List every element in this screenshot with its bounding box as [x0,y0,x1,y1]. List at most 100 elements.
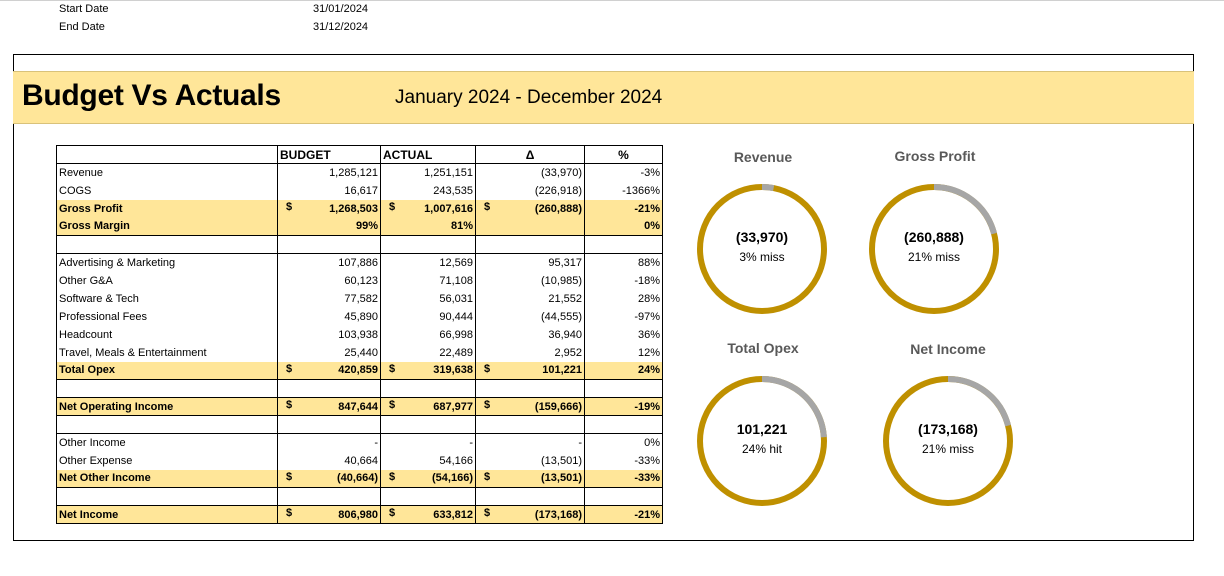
cell-actual[interactable]: $319,638 [380,361,476,380]
cell-actual[interactable]: $687,977 [380,397,476,416]
cell-label[interactable]: Travel, Meals & Entertainment [56,343,278,362]
cell-label[interactable]: Other Income [56,433,278,452]
cell-label[interactable]: Other Expense [56,451,278,470]
cell-budget[interactable]: 77,582 [277,289,381,308]
cell-pct[interactable]: -21% [584,199,663,218]
cell-actual[interactable]: 54,166 [380,451,476,470]
cell-delta[interactable]: $ (173,168) [475,505,585,524]
cell-actual[interactable]: $1,007,616 [380,199,476,218]
kpi-donut-ring[interactable] [695,182,829,316]
kpi-donut-ring[interactable] [881,374,1015,508]
cell-delta[interactable]: 36,940 [475,325,585,344]
cell-label[interactable]: Software & Tech [56,289,278,308]
empty-cell [475,487,585,506]
cell-actual[interactable]: 66,998 [380,325,476,344]
cell-value: -33% [634,454,660,467]
cell-pct[interactable]: -33% [584,469,663,488]
cell-pct[interactable]: -97% [584,307,663,326]
cell-budget[interactable]: - [277,433,381,452]
cell-value: 99% [355,220,378,233]
cell-budget[interactable]: 103,938 [277,325,381,344]
cell-budget[interactable]: $806,980 [277,505,381,524]
cell-actual[interactable]: 1,251,151 [380,163,476,182]
cell-delta[interactable]: 21,552 [475,289,585,308]
cell-budget[interactable]: 40,664 [277,451,381,470]
cell-value: -97% [634,310,660,323]
cell-delta[interactable]: - [475,433,585,452]
cell-delta[interactable]: $ (260,888) [475,199,585,218]
cell-label[interactable]: Headcount [56,325,278,344]
kpi-donut-ring[interactable] [867,182,1001,316]
cell-budget[interactable]: $420,859 [277,361,381,380]
cell-label[interactable]: Advertising & Marketing [56,253,278,272]
cell-budget[interactable]: 25,440 [277,343,381,362]
cell-actual[interactable]: 71,108 [380,271,476,290]
cell-pct[interactable]: 0% [584,433,663,452]
start-date-value[interactable]: 31/01/2024 [313,3,369,15]
cell-delta[interactable]: (44,555) [475,307,585,326]
title-banner [13,71,1194,124]
cell-label[interactable]: COGS [56,181,278,200]
cell-delta[interactable]: $101,221 [475,361,585,380]
cell-budget[interactable]: 1,285,121 [277,163,381,182]
cell-delta[interactable] [475,217,585,236]
cell-actual[interactable]: $ (54,166) [380,469,476,488]
cell-value: 0% [644,436,660,449]
cell-label[interactable]: Total Opex [56,361,278,380]
cell-actual[interactable]: 90,444 [380,307,476,326]
cell-label[interactable]: Revenue [56,163,278,182]
cell-budget[interactable]: $1,268,503 [277,199,381,218]
cell-pct[interactable]: 88% [584,253,663,272]
cell-label[interactable]: Net Other Income [56,469,278,488]
cell-label[interactable]: Net Operating Income [56,397,278,416]
cell-pct[interactable]: -1366% [584,181,663,200]
cell-pct[interactable]: 24% [584,361,663,380]
cell-budget[interactable]: 99% [277,217,381,236]
cell-pct[interactable]: 0% [584,217,663,236]
empty-cell [277,415,381,434]
cell-pct[interactable]: 36% [584,325,663,344]
cell-delta[interactable]: 95,317 [475,253,585,272]
cell-value: 54,166 [439,454,473,467]
cell-delta[interactable]: (226,918) [475,181,585,200]
cell-pct[interactable]: -18% [584,271,663,290]
cell-label[interactable]: Gross Margin [56,217,278,236]
cell-delta[interactable]: (13,501) [475,451,585,470]
cell-delta[interactable]: (33,970) [475,163,585,182]
cell-budget[interactable]: 60,123 [277,271,381,290]
cell-value: Headcount [59,328,113,341]
cell-budget[interactable]: 107,886 [277,253,381,272]
cell-actual[interactable]: - [380,433,476,452]
cell-actual[interactable]: 81% [380,217,476,236]
cell-pct[interactable]: -21% [584,505,663,524]
cell-pct[interactable]: 12% [584,343,663,362]
cell-label[interactable]: Professional Fees [56,307,278,326]
cell-actual[interactable]: 12,569 [380,253,476,272]
cell-delta[interactable]: 2,952 [475,343,585,362]
cell-delta[interactable]: $ (13,501) [475,469,585,488]
cell-budget[interactable]: 16,617 [277,181,381,200]
cell-delta[interactable]: (10,985) [475,271,585,290]
ring-main-segment [697,184,827,314]
cell-pct[interactable]: -3% [584,163,663,182]
cell-actual[interactable]: 243,535 [380,181,476,200]
kpi-note: 21% miss [921,442,974,456]
cell-value: -3% [640,166,660,179]
end-date-value[interactable]: 31/12/2024 [313,21,369,33]
cell-pct[interactable]: -19% [584,397,663,416]
cell-pct[interactable]: -33% [584,451,663,470]
cell-delta[interactable]: $ (159,666) [475,397,585,416]
cell-budget[interactable]: 45,890 [277,307,381,326]
cell-label[interactable]: Gross Profit [56,199,278,218]
cell-budget[interactable]: $847,644 [277,397,381,416]
currency-symbol: $ [389,362,396,375]
kpi-donut-ring[interactable] [695,374,829,508]
cell-label[interactable]: Other G&A [56,271,278,290]
cell-pct[interactable]: 28% [584,289,663,308]
cell-value: -21% [634,508,660,521]
cell-actual[interactable]: 56,031 [380,289,476,308]
cell-budget[interactable]: $ (40,664) [277,469,381,488]
cell-actual[interactable]: 22,489 [380,343,476,362]
cell-actual[interactable]: $633,812 [380,505,476,524]
cell-label[interactable]: Net Income [56,505,278,524]
